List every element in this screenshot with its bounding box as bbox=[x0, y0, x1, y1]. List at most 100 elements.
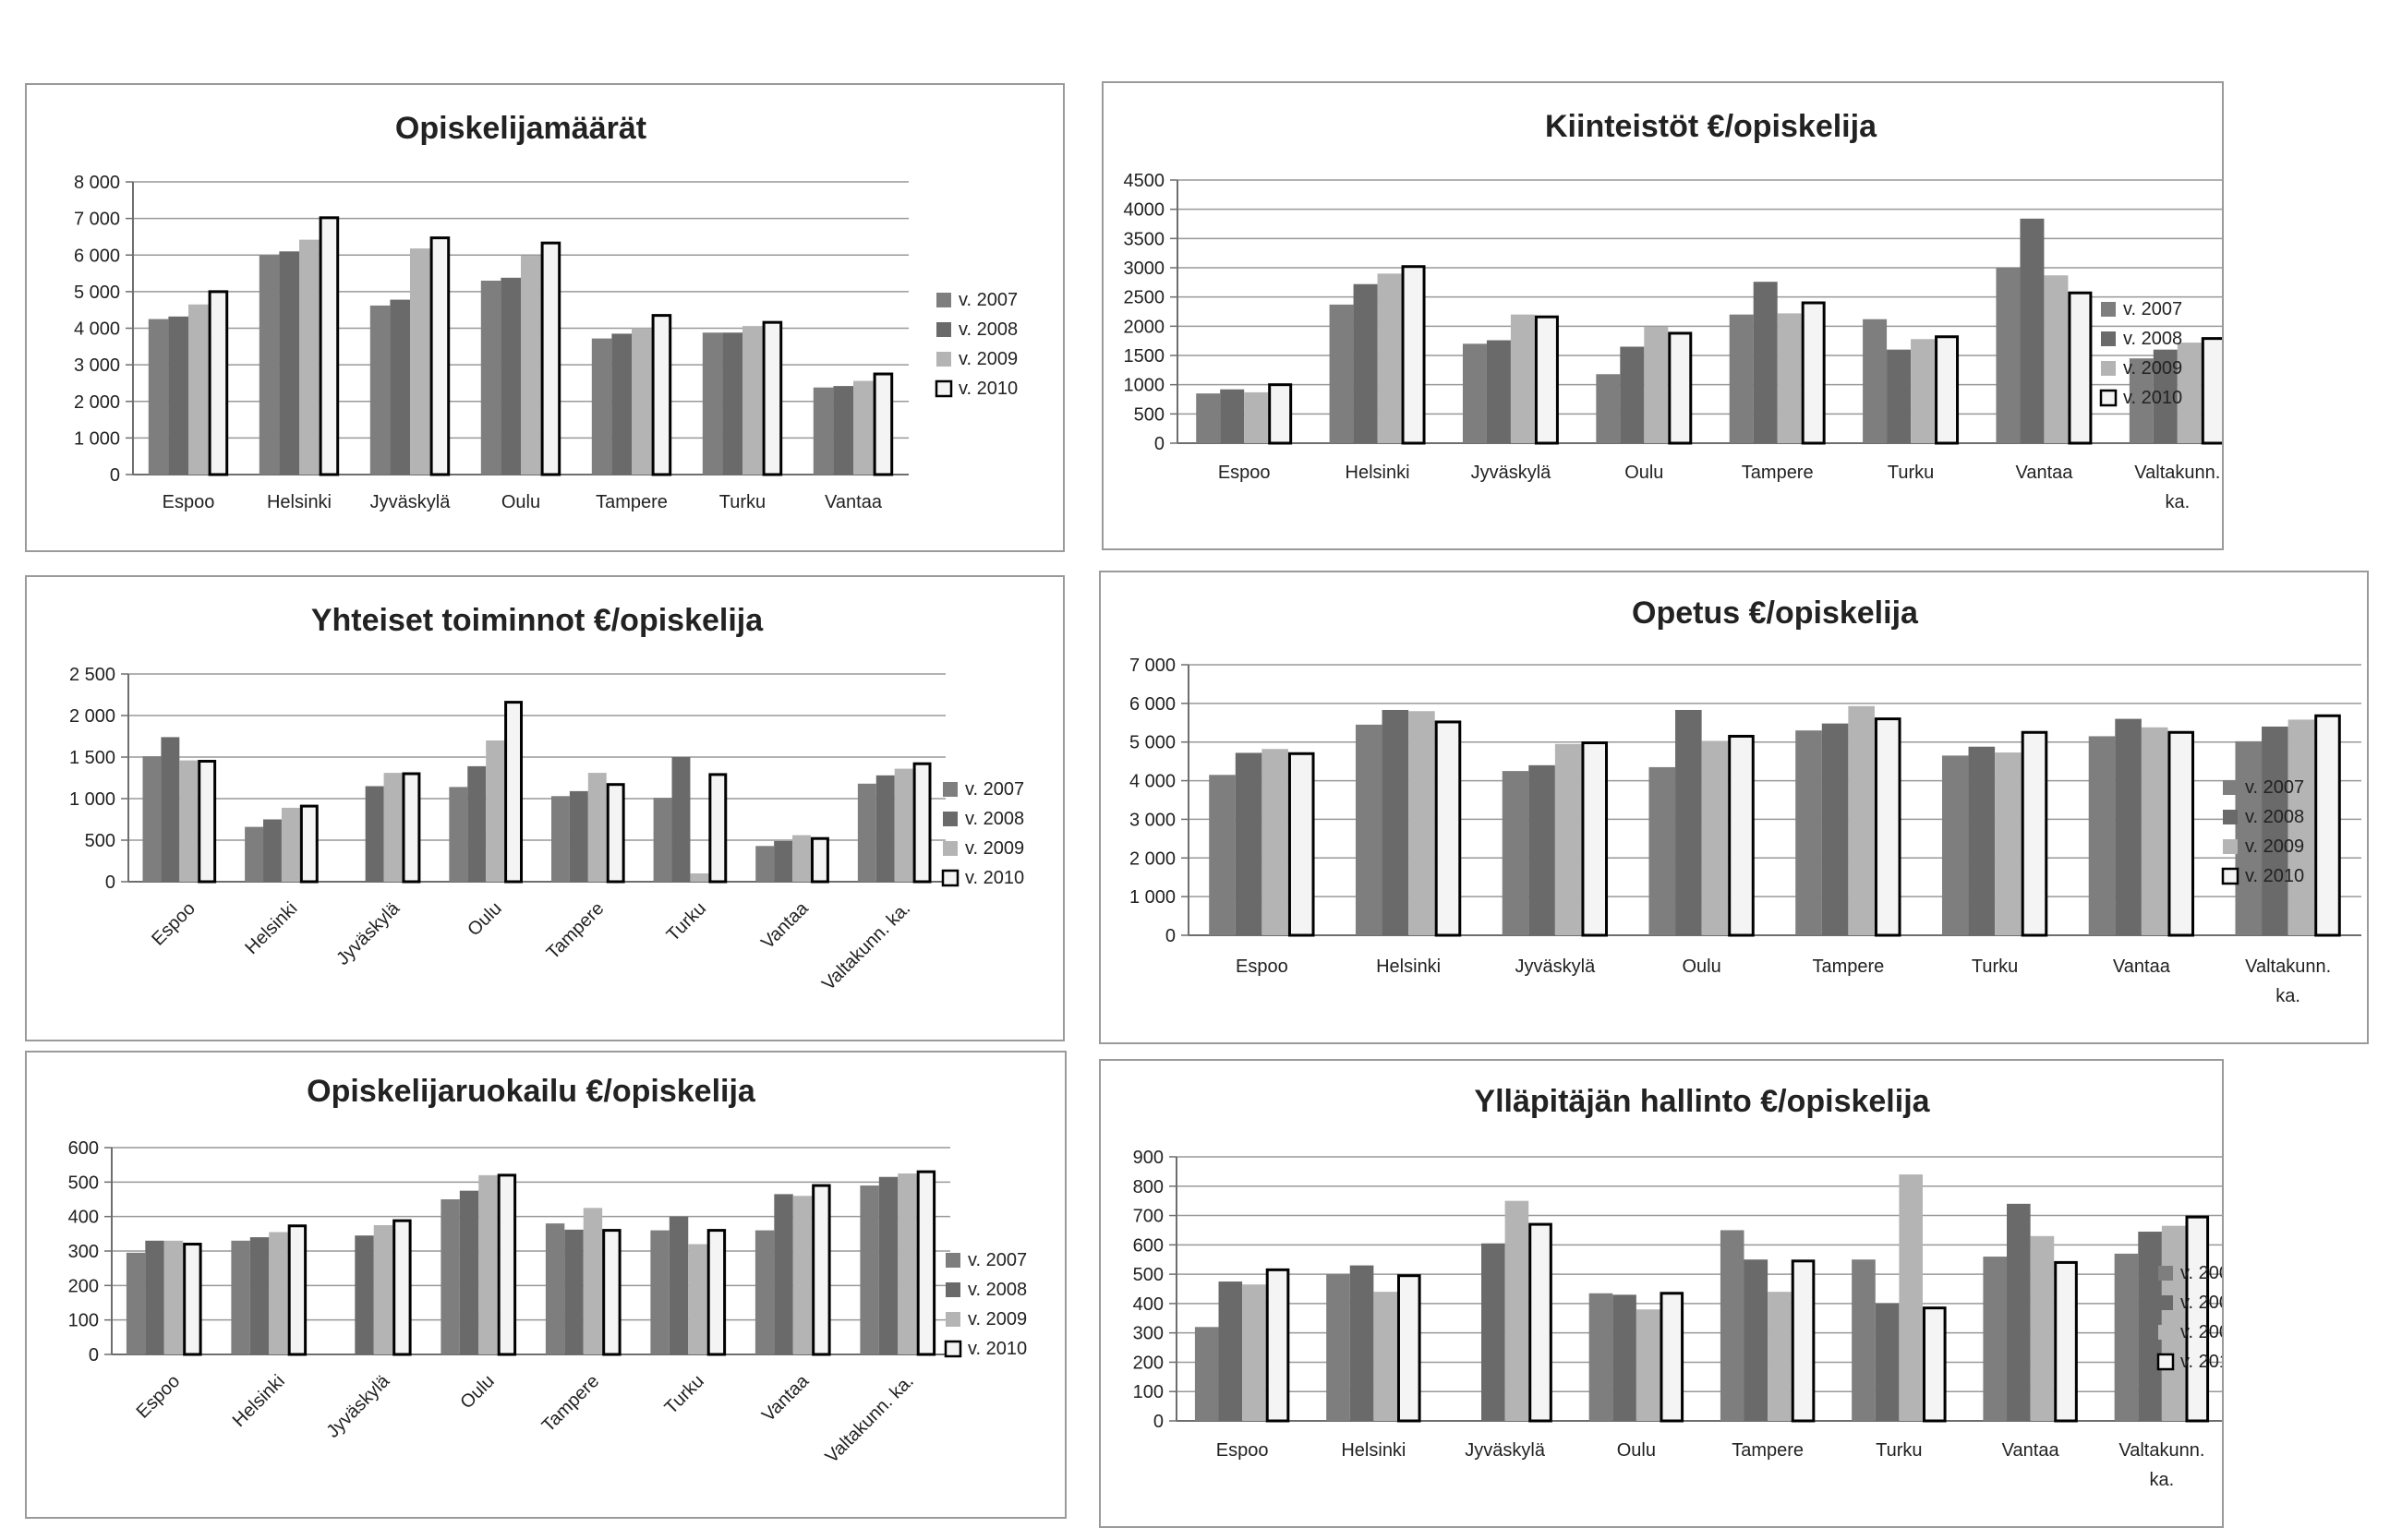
bar-v-2008-valtakunn-ka bbox=[2262, 726, 2288, 935]
bar-v-2007-oulu bbox=[1648, 766, 1676, 935]
legend-label-v-2009: v. 2009 bbox=[2180, 1322, 2222, 1342]
bar-v-2010-vantaa bbox=[873, 372, 894, 476]
legend-swatch-v-2009 bbox=[2158, 1325, 2173, 1340]
bar-v-2008-jyvaskyla bbox=[1528, 764, 1555, 935]
bar-v-2007-espoo bbox=[148, 319, 169, 475]
bar-v-2008-oulu bbox=[501, 277, 521, 475]
bar-v-2010-espoo bbox=[183, 1243, 202, 1356]
bar-v-2010-jyvaskyla bbox=[392, 1219, 412, 1356]
bar-v-2009-helsinki bbox=[269, 1232, 288, 1354]
bar-v-2007-helsinki bbox=[1329, 304, 1354, 443]
bar-v-2007-oulu bbox=[449, 787, 468, 882]
legend-label-v-2008: v. 2008 bbox=[2180, 1293, 2222, 1313]
bar-v-2010-valtakunn-ka bbox=[2201, 337, 2222, 445]
y-tick-label: 7 000 bbox=[1129, 656, 1176, 676]
bar-v-2010-oulu bbox=[1728, 734, 1755, 937]
legend-swatch-v-2009 bbox=[2223, 839, 2238, 854]
bar-v-2009-oulu bbox=[486, 740, 505, 882]
x-tick-label: Tampere bbox=[596, 492, 668, 512]
y-tick-label: 3 000 bbox=[1129, 810, 1176, 830]
bar-v-2007-tampere bbox=[591, 338, 612, 475]
bar-v-2007-turku bbox=[1852, 1259, 1876, 1421]
bar-v-2010-helsinki bbox=[319, 216, 340, 476]
x-tick-label: Turku bbox=[663, 898, 710, 945]
y-tick-label: 4 000 bbox=[74, 319, 120, 340]
legend-swatch-v-2010 bbox=[2099, 389, 2118, 407]
bar-v-2008-tampere bbox=[564, 1229, 584, 1354]
bar-v-2008-helsinki bbox=[1382, 709, 1409, 935]
x-tick-label: Turku bbox=[661, 1371, 708, 1418]
bar-v-2010-espoo bbox=[208, 290, 229, 476]
legend-swatch-v-2010 bbox=[2156, 1353, 2175, 1371]
y-tick-label: 6 000 bbox=[1129, 694, 1176, 715]
legend-swatch-v-2008 bbox=[946, 1282, 960, 1297]
x-tick-label: Oulu bbox=[501, 492, 540, 512]
bar-v-2008-valtakunn-ka bbox=[878, 1176, 899, 1354]
bar-v-2009-helsinki bbox=[299, 239, 320, 475]
bar-v-2009-tampere bbox=[583, 1208, 603, 1354]
y-tick-label: 2 500 bbox=[69, 665, 115, 685]
y-tick-label: 700 bbox=[1133, 1207, 1164, 1227]
chart-title: Yhteiset toiminnot €/opiskelija bbox=[311, 603, 764, 638]
bar-v-2007-turku bbox=[702, 332, 723, 475]
bar-v-2009-espoo bbox=[1261, 749, 1288, 935]
y-tick-label: 500 bbox=[68, 1173, 99, 1193]
bar-v-2009-vantaa bbox=[792, 835, 811, 882]
y-tick-label: 2 000 bbox=[1129, 848, 1176, 869]
legend-swatch-v-2010 bbox=[935, 379, 953, 398]
bar-v-2007-oulu bbox=[480, 280, 501, 475]
bar-v-2007-tampere bbox=[1729, 314, 1754, 443]
legend-swatch-v-2007 bbox=[946, 1253, 960, 1268]
x-tick-label: Oulu bbox=[1624, 463, 1663, 483]
legend-label-v-2008: v. 2008 bbox=[965, 809, 1024, 829]
bar-v-2008-turku bbox=[671, 757, 691, 882]
bar-v-2010-jyvaskyla bbox=[1528, 1222, 1552, 1423]
bar-v-2009-valtakunn-ka bbox=[894, 768, 913, 882]
y-tick-label: 1 500 bbox=[69, 748, 115, 768]
x-tick-label: Valtakunn. ka. bbox=[2245, 956, 2331, 1006]
x-tick-label: Tampere bbox=[543, 898, 609, 964]
bar-v-2008-jyvaskyla bbox=[355, 1235, 374, 1354]
bar-v-2007-jyvaskyla bbox=[1502, 771, 1529, 935]
y-tick-label: 500 bbox=[85, 831, 115, 851]
x-tick-label: Turku bbox=[1876, 1440, 1922, 1461]
y-tick-label: 100 bbox=[68, 1311, 99, 1331]
bar-v-2008-helsinki bbox=[1349, 1265, 1374, 1421]
x-tick-label: Espoo bbox=[1218, 463, 1271, 483]
bar-v-2010-turku bbox=[762, 320, 783, 476]
bar-v-2010-tampere bbox=[1874, 717, 1901, 937]
bar-v-2009-turku bbox=[690, 873, 709, 882]
x-tick-label: Valtakunn. ka. bbox=[2118, 1440, 2204, 1490]
bar-v-2008-vantaa bbox=[2007, 1203, 2031, 1421]
bar-v-2009-valtakunn-ka bbox=[2177, 343, 2202, 443]
bar-v-2009-jyvaskyla bbox=[410, 248, 430, 475]
legend-label-v-2007: v. 2007 bbox=[2180, 1263, 2222, 1283]
bar-v-2010-turku bbox=[708, 773, 728, 884]
x-tick-label: Vantaa bbox=[2002, 1440, 2060, 1461]
y-tick-label: 400 bbox=[68, 1208, 99, 1228]
bar-v-2008-helsinki bbox=[279, 251, 299, 475]
bar-v-2010-tampere bbox=[606, 783, 625, 884]
bar-v-2010-oulu bbox=[1660, 1292, 1684, 1423]
chart-svg: Kiinteistöt €/opiskelija 0 500 1000 1500 2000… bbox=[1124, 109, 2222, 512]
bar-v-2007-jyvaskyla bbox=[1462, 343, 1487, 443]
bar-v-2009-tampere bbox=[1777, 313, 1802, 443]
legend-label-v-2009: v. 2009 bbox=[2123, 358, 2182, 379]
bar-v-2010-turku bbox=[2021, 730, 2048, 937]
bar-v-2010-vantaa bbox=[2068, 291, 2093, 445]
bar-v-2007-valtakunn-ka bbox=[2235, 740, 2263, 935]
chart-svg: Ylläpitäjän hallinto €/opiskelija 0 100 200… bbox=[1133, 1084, 2222, 1490]
bar-v-2010-valtakunn-ka bbox=[2185, 1215, 2210, 1423]
bar-v-2010-jyvaskyla bbox=[402, 772, 421, 884]
bar-v-2010-jyvaskyla bbox=[1581, 741, 1609, 937]
bar-v-2008-espoo bbox=[1220, 389, 1245, 443]
x-tick-label: Oulu bbox=[464, 898, 505, 940]
x-tick-label: Valtakunn. ka. bbox=[2134, 463, 2220, 512]
y-tick-label: 2 000 bbox=[74, 392, 120, 413]
bar-v-2010-tampere bbox=[651, 314, 672, 476]
bar-v-2007-valtakunn-ka bbox=[2129, 358, 2154, 443]
bar-v-2008-helsinki bbox=[249, 1237, 270, 1354]
bar-v-2007-tampere bbox=[550, 796, 570, 882]
bar-v-2010-espoo bbox=[1268, 383, 1293, 445]
bar-v-2009-helsinki bbox=[281, 807, 300, 882]
